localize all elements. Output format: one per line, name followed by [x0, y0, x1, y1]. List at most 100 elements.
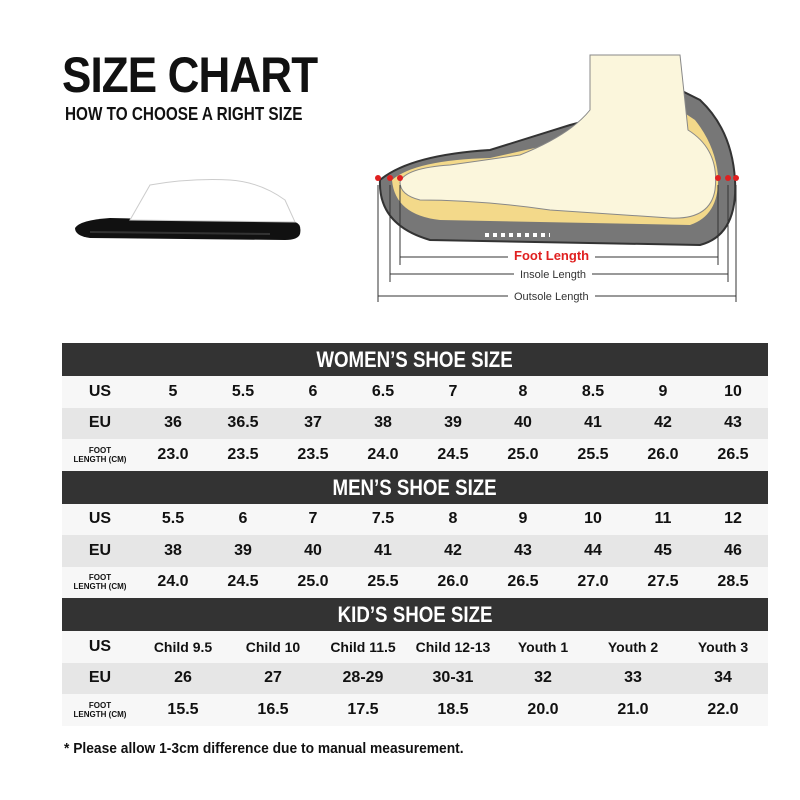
table-row-foot: FOOT LENGTH (CM) 24.0 24.5 25.0 25.5 26.0 26.5 2…: [62, 566, 768, 598]
table-cell: 22.0: [707, 700, 739, 718]
table-row-us: US 5 5.5 6 6.5 7 8 8.5 9 10: [62, 376, 768, 408]
row-label: EU: [88, 541, 112, 559]
table-cell: 9: [658, 382, 668, 400]
table-cell: 38: [374, 414, 392, 432]
table-cell: Youth 2: [607, 638, 659, 655]
section-header: WOMEN’S SHOE SIZE: [62, 343, 768, 376]
table-cell: 25.5: [577, 445, 609, 463]
table-cell: 24.5: [227, 573, 259, 591]
table-cell: 5.5: [231, 382, 255, 400]
outsole-length-label: Outsole Length: [508, 290, 595, 304]
table-cell: 26.0: [647, 445, 679, 463]
table-cell: 6: [308, 382, 318, 400]
row-label: FOOT LENGTH (CM): [62, 446, 138, 464]
table-cell: 8: [448, 510, 458, 528]
table-cell: 15.5: [167, 700, 199, 718]
page-subtitle: HOW TO CHOOSE A RIGHT SIZE: [65, 104, 303, 124]
table-cell: 24.0: [367, 445, 399, 463]
table-row-foot: FOOT LENGTH (CM) 15.5 16.5 17.5 18.5 20.0 21.0 2…: [62, 694, 768, 726]
table-cell: 43: [514, 541, 532, 559]
table-cell: 5.5: [161, 510, 185, 528]
table-cell: 42: [444, 541, 462, 559]
table-cell: 24.5: [437, 445, 469, 463]
table-cell: 6: [238, 510, 248, 528]
table-cell: 7.5: [371, 510, 395, 528]
row-label: FOOT LENGTH (CM): [62, 701, 138, 719]
table-cell: 21.0: [617, 700, 649, 718]
section-title: WOMEN’S SHOE SIZE: [316, 347, 514, 372]
slide-sandal-image: [75, 179, 301, 240]
table-cell: 41: [584, 414, 602, 432]
table-cell: 10: [724, 382, 742, 400]
size-table: WOMEN’S SHOE SIZE US 5 5.5 6 6.5 7 8 8.5 9 10 EU 36 3…: [62, 343, 768, 726]
table-cell: 25.0: [297, 573, 329, 591]
table-cell: 23.5: [227, 445, 259, 463]
table-cell: 28-29: [342, 669, 384, 687]
table-cell: 27: [264, 669, 282, 687]
table-cell: 24.0: [157, 573, 189, 591]
table-cell: 25.0: [507, 445, 539, 463]
row-label: EU: [88, 669, 112, 687]
table-cell: 26.5: [717, 445, 749, 463]
table-cell: Youth 1: [517, 638, 569, 655]
table-cell: 34: [714, 669, 732, 687]
table-cell: 23.0: [157, 445, 189, 463]
measurement-note: * Please allow 1-3cm difference due to m…: [64, 740, 464, 757]
table-cell: 39: [234, 541, 252, 559]
row-label-line: LENGTH (CM): [73, 582, 127, 592]
table-cell: 6.5: [371, 382, 395, 400]
foot-length-label: Foot Length: [508, 248, 596, 264]
table-cell: Child 12-13: [415, 638, 491, 655]
table-cell: 27.5: [647, 573, 679, 591]
table-cell: 5: [168, 382, 178, 400]
row-label-line: FOOT: [88, 700, 112, 710]
table-cell: 9: [518, 510, 528, 528]
table-cell: 45: [654, 541, 672, 559]
table-cell: 23.5: [297, 445, 329, 463]
section-header: KID’S SHOE SIZE: [62, 598, 768, 631]
table-cell: 17.5: [347, 700, 379, 718]
row-label: US: [88, 382, 112, 400]
table-cell: 36: [164, 414, 182, 432]
table-row-eu: EU 38 39 40 41 42 43 44 45 46: [62, 535, 768, 567]
table-cell: 40: [514, 414, 532, 432]
insole-length-label: Insole Length: [514, 268, 593, 282]
table-cell: 46: [724, 541, 742, 559]
table-cell: 44: [584, 541, 602, 559]
table-cell: 27.0: [577, 573, 609, 591]
section-title: MEN’S SHOE SIZE: [332, 474, 498, 500]
table-row-eu: EU 26 27 28-29 30-31 32 33 34: [62, 662, 768, 694]
row-label: US: [88, 510, 112, 528]
section-header: MEN’S SHOE SIZE: [62, 470, 768, 504]
table-cell: 36.5: [227, 414, 259, 432]
table-cell: 16.5: [257, 700, 289, 718]
table-cell: 32: [534, 669, 552, 687]
table-cell: 42: [654, 414, 672, 432]
table-cell: 8: [518, 382, 528, 400]
table-cell: 20.0: [527, 700, 559, 718]
table-cell: 38: [164, 541, 182, 559]
table-row-foot: FOOT LENGTH (CM) 23.0 23.5 23.5 24.0 24.5 25.0 2…: [62, 439, 768, 471]
row-label: EU: [88, 414, 112, 432]
section-title: KID’S SHOE SIZE: [337, 602, 493, 627]
row-label-line: FOOT: [88, 573, 112, 583]
table-cell: 11: [654, 510, 672, 528]
table-cell: 33: [624, 669, 642, 687]
table-cell: 30-31: [432, 669, 474, 687]
page-title: SIZE CHART: [62, 47, 318, 103]
row-label-line: LENGTH (CM): [73, 454, 127, 464]
table-cell: 8.5: [581, 382, 605, 400]
row-label-line: FOOT: [88, 445, 112, 455]
table-cell: 7: [308, 510, 318, 528]
table-cell: Youth 3: [697, 638, 749, 655]
table-cell: 12: [724, 510, 742, 528]
table-cell: 41: [374, 541, 392, 559]
table-cell: Child 10: [245, 638, 301, 655]
table-row-eu: EU 36 36.5 37 38 39 40 41 42 43: [62, 407, 768, 439]
table-cell: 28.5: [717, 573, 749, 591]
table-cell: 26.5: [507, 573, 539, 591]
table-cell: 18.5: [437, 700, 469, 718]
table-cell: Child 9.5: [153, 638, 213, 655]
table-cell: 39: [444, 414, 462, 432]
